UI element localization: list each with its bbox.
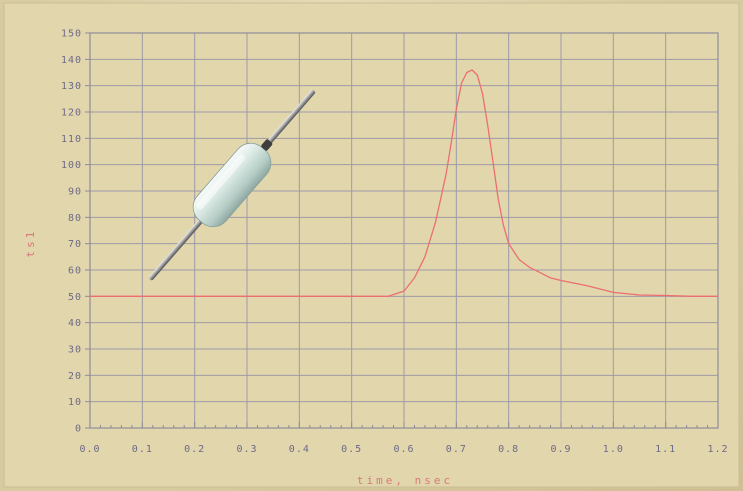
y-tick-label: 110 xyxy=(61,134,82,145)
x-tick-label: 1.1 xyxy=(655,444,676,455)
x-tick-label: 0.1 xyxy=(132,444,153,455)
minor-ticks xyxy=(85,32,719,429)
y-tick-label: 10 xyxy=(68,397,82,408)
y-tick-label: 0 xyxy=(75,424,82,435)
x-axis-title: time, nsec xyxy=(357,474,453,487)
y-tick-labels: 0 10 20 30 40 50 60 70 80 90 100 110 120 130 140 150 xyxy=(61,29,82,435)
y-tick-label: 20 xyxy=(68,371,82,382)
y-tick-label: 70 xyxy=(68,239,82,250)
y-tick-label: 60 xyxy=(68,266,82,277)
x-tick-label: 0.0 xyxy=(79,444,100,455)
y-tick-label: 100 xyxy=(61,160,82,171)
y-tick-label: 30 xyxy=(68,345,82,356)
x-tick-label: 0.5 xyxy=(341,444,362,455)
y-tick-label: 40 xyxy=(68,318,82,329)
y-tick-label: 50 xyxy=(68,292,82,303)
plot-panel xyxy=(3,2,740,488)
y-tick-label: 140 xyxy=(61,55,82,66)
y-tick-label: 130 xyxy=(61,81,82,92)
x-tick-label: 0.6 xyxy=(393,444,414,455)
x-tick-label: 1.2 xyxy=(707,444,728,455)
resistor-end-cap xyxy=(261,139,273,151)
y-tick-label: 120 xyxy=(61,108,82,119)
x-tick-labels: 0.0 0.1 0.2 0.3 0.4 0.5 0.6 0.7 0.8 0.9 1.0 1.1 1.2 xyxy=(79,444,728,455)
x-tick-label: 0.2 xyxy=(184,444,205,455)
y-tick-label: 90 xyxy=(68,187,82,198)
x-tick-label: 0.8 xyxy=(498,444,519,455)
y-tick-label: 150 xyxy=(61,29,82,40)
resistor-highlight xyxy=(196,154,245,210)
x-tick-label: 0.9 xyxy=(550,444,571,455)
y-axis-title: ts1 xyxy=(24,229,37,258)
axial-resistor-icon xyxy=(148,89,316,281)
x-tick-label: 0.7 xyxy=(446,444,467,455)
y-tick-label: 80 xyxy=(68,213,82,224)
series-line xyxy=(90,69,718,297)
x-tick-label: 0.3 xyxy=(236,444,257,455)
x-tick-label: 1.0 xyxy=(603,444,624,455)
x-tick-label: 0.4 xyxy=(289,444,310,455)
